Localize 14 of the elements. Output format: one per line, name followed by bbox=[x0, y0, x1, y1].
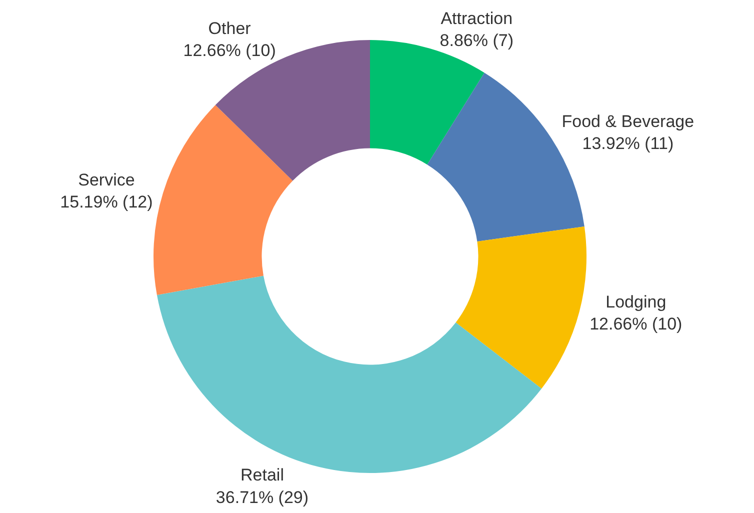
data-label: 12.66% (10) bbox=[590, 314, 682, 334]
slice-label: Service bbox=[78, 170, 135, 190]
slice-label: Other bbox=[208, 18, 252, 38]
slice-label: Lodging bbox=[606, 292, 666, 312]
data-label: 15.19% (12) bbox=[60, 192, 153, 212]
slice-label: Attraction bbox=[440, 8, 513, 28]
slice-label: Food & Beverage bbox=[562, 112, 694, 131]
data-label: 36.71% (29) bbox=[216, 488, 309, 507]
slice-label: Retail bbox=[240, 466, 284, 485]
donut-slice bbox=[154, 104, 293, 296]
data-label: 12.66% (10) bbox=[183, 40, 276, 60]
donut-slice bbox=[456, 226, 586, 389]
data-label: 13.92% (11) bbox=[582, 134, 674, 153]
data-label: 8.86% (7) bbox=[440, 30, 514, 50]
